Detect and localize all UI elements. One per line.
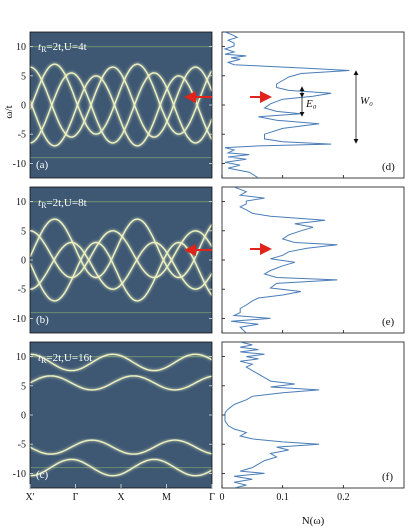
w0-annotation: W₀ <box>360 95 373 107</box>
xtick-label: X' <box>25 492 34 503</box>
band-3 <box>30 230 212 279</box>
ytick-label: -10 <box>13 469 26 480</box>
band-2 <box>30 75 212 147</box>
ytick-label: 10 <box>16 197 26 208</box>
band-4 <box>30 458 212 477</box>
xtick-label: Γ <box>73 492 79 503</box>
ytick-label: -5 <box>18 440 26 451</box>
panel-b-background <box>30 187 212 333</box>
y-axis-label: ω/t <box>3 105 15 118</box>
panel-a: tR=2t,U=4t (a) <box>29 31 213 179</box>
xtick-label: X <box>117 492 125 503</box>
panel-d: (d) E₀ W₀ <box>221 31 405 179</box>
panel-d-dos-curve <box>223 32 350 178</box>
band-3 <box>30 66 212 138</box>
panel-c-label: (c) <box>36 469 49 481</box>
dos-xtick-label: 0.1 <box>276 492 289 503</box>
e0-annotation: E₀ <box>305 98 317 110</box>
panel-a-label: (a) <box>36 159 49 171</box>
panel-f-dos-curve <box>224 342 320 488</box>
ytick-label: 0 <box>21 411 26 422</box>
ytick-label: 10 <box>16 42 26 53</box>
band-4 <box>30 241 212 290</box>
ytick-label: -10 <box>13 159 26 170</box>
band-4 <box>30 72 212 144</box>
panel-b-bands <box>30 201 212 314</box>
ytick-label: -5 <box>18 130 26 141</box>
ytick-label: -10 <box>13 314 26 325</box>
panel-c-bands <box>30 352 212 478</box>
panel-c-annotation: tR=2t,U=16t <box>38 352 92 365</box>
ytick-label: 0 <box>21 101 26 112</box>
ytick-label: 10 <box>16 352 26 363</box>
panel-b: tR=2t,U=8t (b) <box>29 186 213 334</box>
panel-b-label: (b) <box>36 314 49 326</box>
ytick-label: -5 <box>18 285 26 296</box>
panel-a-bands <box>30 45 212 159</box>
dos-xtick-label: 0 <box>220 492 225 503</box>
panel-d-label: (d) <box>382 161 395 173</box>
band-1 <box>30 375 212 391</box>
band-2 <box>30 353 212 372</box>
panel-e-dos-curve <box>231 187 338 333</box>
panel-a-annotation: tR=2t,U=4t <box>38 41 87 54</box>
band-1 <box>30 63 212 135</box>
panel-b-annotation: tR=2t,U=8t <box>38 197 87 210</box>
ytick-label: 5 <box>21 71 26 82</box>
panel-e-label: (e) <box>382 316 395 328</box>
ytick-label: 5 <box>21 226 26 237</box>
ytick-label: 5 <box>21 381 26 392</box>
band-3 <box>30 439 212 455</box>
xtick-label: Γ <box>209 492 215 503</box>
panel-c: tR=2t,U=16t (c) <box>29 341 213 489</box>
x-axis-label: N(ω) <box>302 515 325 527</box>
ytick-label: 0 <box>21 256 26 267</box>
xtick-label: M <box>162 492 171 503</box>
dos-xtick-label: 0.2 <box>337 492 350 503</box>
panel-e: (e) <box>221 186 405 334</box>
panel-f-label: (f) <box>382 471 393 483</box>
panel-f: (f) <box>221 341 405 489</box>
panel-a-background <box>30 32 212 178</box>
